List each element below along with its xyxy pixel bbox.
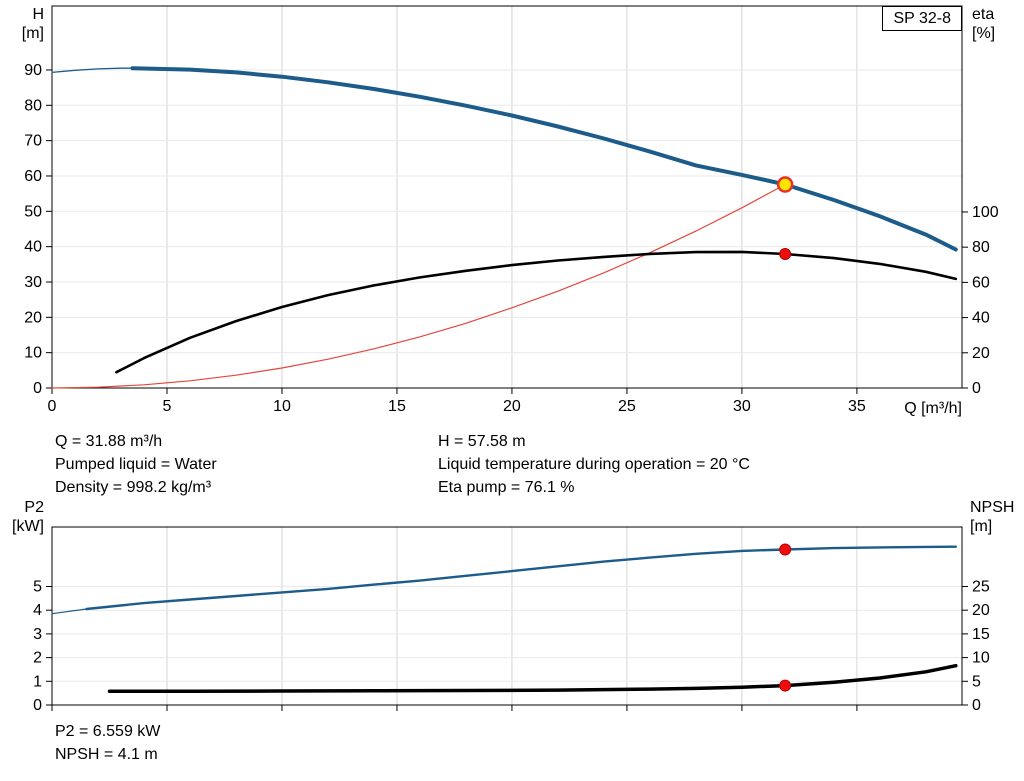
x-tick-label: 35 <box>848 398 866 415</box>
y-right-tick-label: 15 <box>972 626 990 643</box>
y-left-tick-label: 30 <box>24 274 42 291</box>
efficiency-point <box>779 248 792 261</box>
system-curve <box>51 183 786 389</box>
y-right-tick-label: 20 <box>972 602 990 619</box>
y-left-tick-label: 70 <box>24 133 42 150</box>
y-left-tick-label: 0 <box>33 380 42 397</box>
x-tick-label: 0 <box>48 398 57 415</box>
y-right-tick-label: 25 <box>972 578 990 595</box>
x-tick-label: 15 <box>388 398 406 415</box>
lower-chart: 0 1 2 3 4 5 0 5 10 15 20 25 <box>33 526 990 714</box>
p2-axis-label-unit: [kW] <box>12 518 44 535</box>
y-right-tick-label: 10 <box>972 650 990 667</box>
y-right-tick-label: 40 <box>972 310 990 327</box>
npsh-curve <box>107 663 958 694</box>
efficiency-curve <box>115 250 958 374</box>
result-eta-pump: Eta pump = 76.1 % <box>438 479 575 496</box>
y-right-tick-label: 80 <box>972 239 990 256</box>
x-tick-label: 20 <box>503 398 521 415</box>
p2-axis-label: P2 [kW] <box>0 498 44 536</box>
y-right-tick-label: 5 <box>972 673 981 690</box>
y-right-tick-label: 0 <box>972 380 981 397</box>
y-left-tick-label: 1 <box>33 673 42 690</box>
head-curve <box>130 66 958 252</box>
y-left-tick-label: 5 <box>33 578 42 595</box>
h-axis-label-unit: [m] <box>21 25 44 42</box>
y-right-tick-label: 0 <box>972 697 981 714</box>
result-liquid-temperature: Liquid temperature during operation = 20… <box>438 456 750 473</box>
result-block-left: Q = 31.88 m³/h Pumped liquid = Water Den… <box>55 430 217 499</box>
y-left-tick-label: 50 <box>24 203 42 220</box>
result-block-right: H = 57.58 m Liquid temperature during op… <box>438 430 750 499</box>
power-point <box>779 543 792 556</box>
npsh-point <box>779 679 792 692</box>
x-tick-label: 30 <box>733 398 751 415</box>
y-right-tick-label: 20 <box>972 345 990 362</box>
y-right-tick-label: 100 <box>972 204 999 221</box>
npsh-axis-label: NPSH [m] <box>970 498 1014 536</box>
y-left-tick-label: 3 <box>33 626 42 643</box>
pump-type-box: SP 32-8 <box>882 6 962 31</box>
y-left-tick-label: 4 <box>33 602 42 619</box>
power-curve-low-flow <box>51 608 88 615</box>
y-right-tick-label: 60 <box>972 274 990 291</box>
plot-border <box>51 526 963 706</box>
x-tick-label: 25 <box>618 398 636 415</box>
y-left-tick-label: 80 <box>24 97 42 114</box>
h-axis-label-symbol: H <box>32 6 44 23</box>
power-curve <box>85 545 957 611</box>
result-pumped-liquid: Pumped liquid = Water <box>55 456 217 473</box>
npsh-axis-label-symbol: NPSH <box>970 499 1015 516</box>
y-left-tick-label: 40 <box>24 239 42 256</box>
q-axis-label: Q [m³/h] <box>904 400 962 417</box>
result-block-bottom: P2 = 6.559 kW NPSH = 4.1 m <box>55 720 160 766</box>
duty-point <box>776 176 794 193</box>
y-left-tick-label: 60 <box>24 168 42 185</box>
head-curve-low-flow <box>51 67 134 74</box>
result-flow: Q = 31.88 m³/h <box>55 433 163 450</box>
eta-axis-label-symbol: eta <box>972 6 995 23</box>
eta-axis-label-unit: [%] <box>972 25 996 42</box>
plot-border <box>51 5 963 389</box>
h-axis-label: H [m] <box>0 5 44 43</box>
npsh-axis-label-unit: [m] <box>970 518 993 535</box>
y-left-tick-label: 90 <box>24 62 42 79</box>
y-left-tick-label: 2 <box>33 650 42 667</box>
x-tick-label: 5 <box>163 398 172 415</box>
result-npsh: NPSH = 4.1 m <box>55 746 158 763</box>
result-density: Density = 998.2 kg/m³ <box>55 479 212 496</box>
result-head: H = 57.58 m <box>438 433 526 450</box>
result-p2: P2 = 6.559 kW <box>55 723 161 740</box>
upper-chart: 0 5 10 15 20 25 30 35 0 10 20 30 40 50 60 70 80 90 0 20 40 60… <box>24 5 999 415</box>
eta-axis-label: eta [%] <box>972 5 995 43</box>
y-left-tick-label: 20 <box>24 309 42 326</box>
y-left-tick-label: 0 <box>33 697 42 714</box>
x-tick-label: 10 <box>273 398 291 415</box>
p2-axis-label-symbol: P2 <box>24 499 44 516</box>
y-left-tick-label: 10 <box>24 345 42 362</box>
